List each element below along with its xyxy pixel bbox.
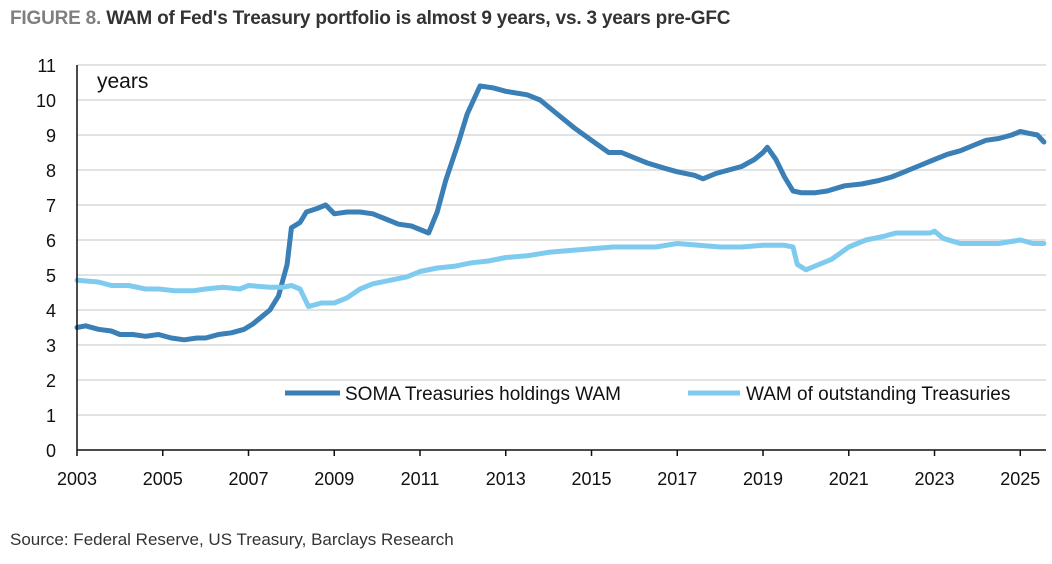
series-line-1 (74, 228, 1047, 309)
y-tick-label: 5 (46, 266, 56, 286)
figure-label: FIGURE 8. (10, 8, 102, 29)
chart-title: FIGURE 8. WAM of Fed's Treasury portfoli… (10, 8, 730, 30)
series-line-0 (74, 83, 1047, 343)
x-tick-label: 2015 (571, 469, 611, 489)
y-tick-label: 2 (46, 371, 56, 391)
y-tick-label: 4 (46, 301, 56, 321)
x-tick-label: 2009 (314, 469, 354, 489)
x-tick-label: 2007 (228, 469, 268, 489)
x-tick-label: 2021 (829, 469, 869, 489)
x-tick-label: 2025 (1000, 469, 1040, 489)
x-tick-label: 2019 (743, 469, 783, 489)
x-tick-label: 2005 (143, 469, 183, 489)
legend-label-outstanding: WAM of outstanding Treasuries (746, 384, 1010, 405)
legend-label-soma: SOMA Treasuries holdings WAM (345, 384, 621, 405)
y-tick-label: 8 (46, 161, 56, 181)
x-tick-label: 2003 (57, 469, 97, 489)
y-tick-label: 10 (36, 91, 56, 111)
y-tick-label: 7 (46, 196, 56, 216)
y-tick-label: 11 (37, 56, 56, 76)
x-tick-label: 2023 (914, 469, 954, 489)
y-tick-label: 3 (46, 336, 56, 356)
y-axis-label: years (97, 70, 148, 93)
x-tick-label: 2013 (486, 469, 526, 489)
y-tick-label: 6 (46, 231, 56, 251)
legend: SOMA Treasuries holdings WAM WAM of outs… (285, 384, 1010, 405)
y-tick-label: 1 (46, 406, 56, 426)
x-tick-label: 2011 (401, 469, 440, 489)
y-tick-label: 0 (46, 441, 56, 461)
x-tick-label: 2017 (657, 469, 697, 489)
y-tick-label: 9 (46, 126, 56, 146)
source-note: Source: Federal Reserve, US Treasury, Ba… (10, 530, 454, 549)
title-text: WAM of Fed's Treasury portfolio is almos… (106, 8, 731, 29)
